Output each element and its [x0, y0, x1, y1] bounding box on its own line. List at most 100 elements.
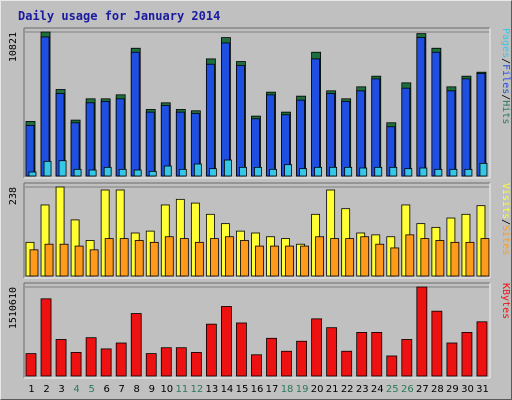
bar-files-22	[341, 101, 351, 177]
day-label-13: 13	[206, 384, 219, 395]
legend-entry-0: Pages	[500, 28, 511, 58]
bar-files-7	[115, 98, 125, 177]
day-label-25: 25	[386, 384, 399, 395]
bar-pages-17	[269, 168, 277, 177]
bar-sites-6	[104, 238, 114, 277]
day-label-14: 14	[221, 384, 234, 395]
bar-files-31	[476, 73, 486, 177]
bar-sites-11	[179, 238, 189, 277]
bar-sites-13	[209, 238, 219, 277]
legend-entry-1: /	[500, 219, 511, 225]
bar-sites-23	[360, 236, 370, 277]
bar-sites-12	[194, 241, 204, 277]
day-label-22: 22	[341, 384, 354, 395]
bar-files-10	[160, 105, 170, 177]
bar-files-20	[311, 58, 321, 177]
bar-kbytes-10	[160, 347, 172, 377]
bar-kbytes-22	[341, 350, 353, 377]
day-label-4: 4	[73, 384, 79, 395]
bar-kbytes-6	[100, 348, 112, 377]
bar-pages-11	[178, 168, 187, 177]
bar-files-27	[416, 37, 426, 177]
bar-pages-6	[103, 166, 112, 177]
legend-entry-2: Sites	[500, 225, 511, 255]
bar-pages-18	[284, 164, 292, 177]
bar-kbytes-7	[115, 342, 127, 377]
bar-pages-23	[359, 167, 368, 177]
bar-pages-13	[208, 168, 217, 177]
bar-pages-30	[464, 168, 473, 177]
legend: Pages/Files/Hits	[500, 28, 511, 124]
bar-sites-20	[315, 236, 325, 277]
bar-kbytes-26	[401, 339, 413, 377]
panel-visits-sites: 238 Visits/Sites	[8, 182, 511, 279]
day-label-24: 24	[371, 384, 384, 395]
day-label-21: 21	[326, 384, 339, 395]
bar-pages-3	[58, 160, 67, 177]
bar-pages-2	[43, 160, 52, 177]
bar-kbytes-28	[431, 310, 443, 377]
bar-pages-8	[133, 169, 142, 177]
bar-pages-15	[239, 166, 247, 177]
day-label-18: 18	[281, 384, 294, 395]
bar-sites-26	[405, 234, 415, 277]
legend-entry-1: /	[500, 58, 511, 64]
y-max-label: 238	[8, 187, 19, 205]
bar-sites-4	[74, 245, 84, 277]
legend-entry-3: /	[500, 94, 511, 100]
bar-kbytes-27	[416, 286, 428, 377]
bar-sites-2	[44, 243, 54, 277]
bar-kbytes-20	[311, 318, 323, 377]
day-label-15: 15	[236, 384, 249, 395]
bar-sites-14	[225, 236, 234, 277]
bar-pages-26	[404, 168, 413, 177]
bar-kbytes-5	[85, 337, 97, 377]
bar-files-26	[401, 87, 411, 177]
bar-pages-20	[314, 166, 323, 177]
bar-files-11	[175, 111, 185, 177]
bar-files-19	[296, 99, 305, 177]
bar-files-14	[221, 42, 230, 177]
bar-sites-16	[255, 245, 264, 277]
day-label-2: 2	[43, 384, 49, 395]
bar-sites-25	[390, 247, 400, 277]
day-label-5: 5	[88, 384, 94, 395]
bar-kbytes-14	[221, 306, 232, 377]
day-label-27: 27	[416, 384, 429, 395]
day-label-7: 7	[119, 384, 125, 395]
bar-pages-31	[479, 162, 488, 177]
bar-sites-17	[270, 245, 279, 277]
bar-sites-30	[465, 241, 475, 277]
bar-files-21	[326, 93, 336, 177]
day-label-8: 8	[134, 384, 140, 395]
y-max-label: 10821	[8, 32, 19, 62]
legend-entry-2: Files	[500, 64, 511, 94]
bar-kbytes-19	[296, 340, 307, 377]
y-max-label: 1510610	[8, 287, 19, 329]
panel-pages-files-hits: 10821 Pages/Files/Hits	[8, 27, 511, 179]
bar-files-6	[100, 101, 110, 177]
legend: Visits/Sites	[500, 183, 511, 255]
bar-kbytes-16	[251, 354, 262, 377]
legend-entry-4: Hits	[500, 100, 511, 124]
bar-files-9	[145, 111, 155, 177]
bar-kbytes-24	[371, 332, 383, 377]
bar-sites-29	[450, 241, 460, 277]
day-label-26: 26	[401, 384, 414, 395]
bar-sites-3	[59, 243, 69, 277]
bar-kbytes-13	[205, 323, 217, 377]
day-label-20: 20	[311, 384, 324, 395]
chart-title: Daily usage for January 2014	[18, 9, 220, 23]
bar-kbytes-15	[236, 322, 247, 377]
bar-sites-9	[149, 241, 159, 277]
day-label-31: 31	[476, 384, 489, 395]
bar-kbytes-17	[266, 337, 277, 377]
day-label-16: 16	[251, 384, 264, 395]
bar-kbytes-8	[130, 313, 142, 377]
bar-pages-25	[389, 166, 398, 177]
bar-kbytes-31	[476, 321, 488, 377]
bar-pages-29	[449, 168, 458, 177]
bar-sites-10	[164, 236, 174, 277]
day-label-11: 11	[175, 384, 188, 395]
